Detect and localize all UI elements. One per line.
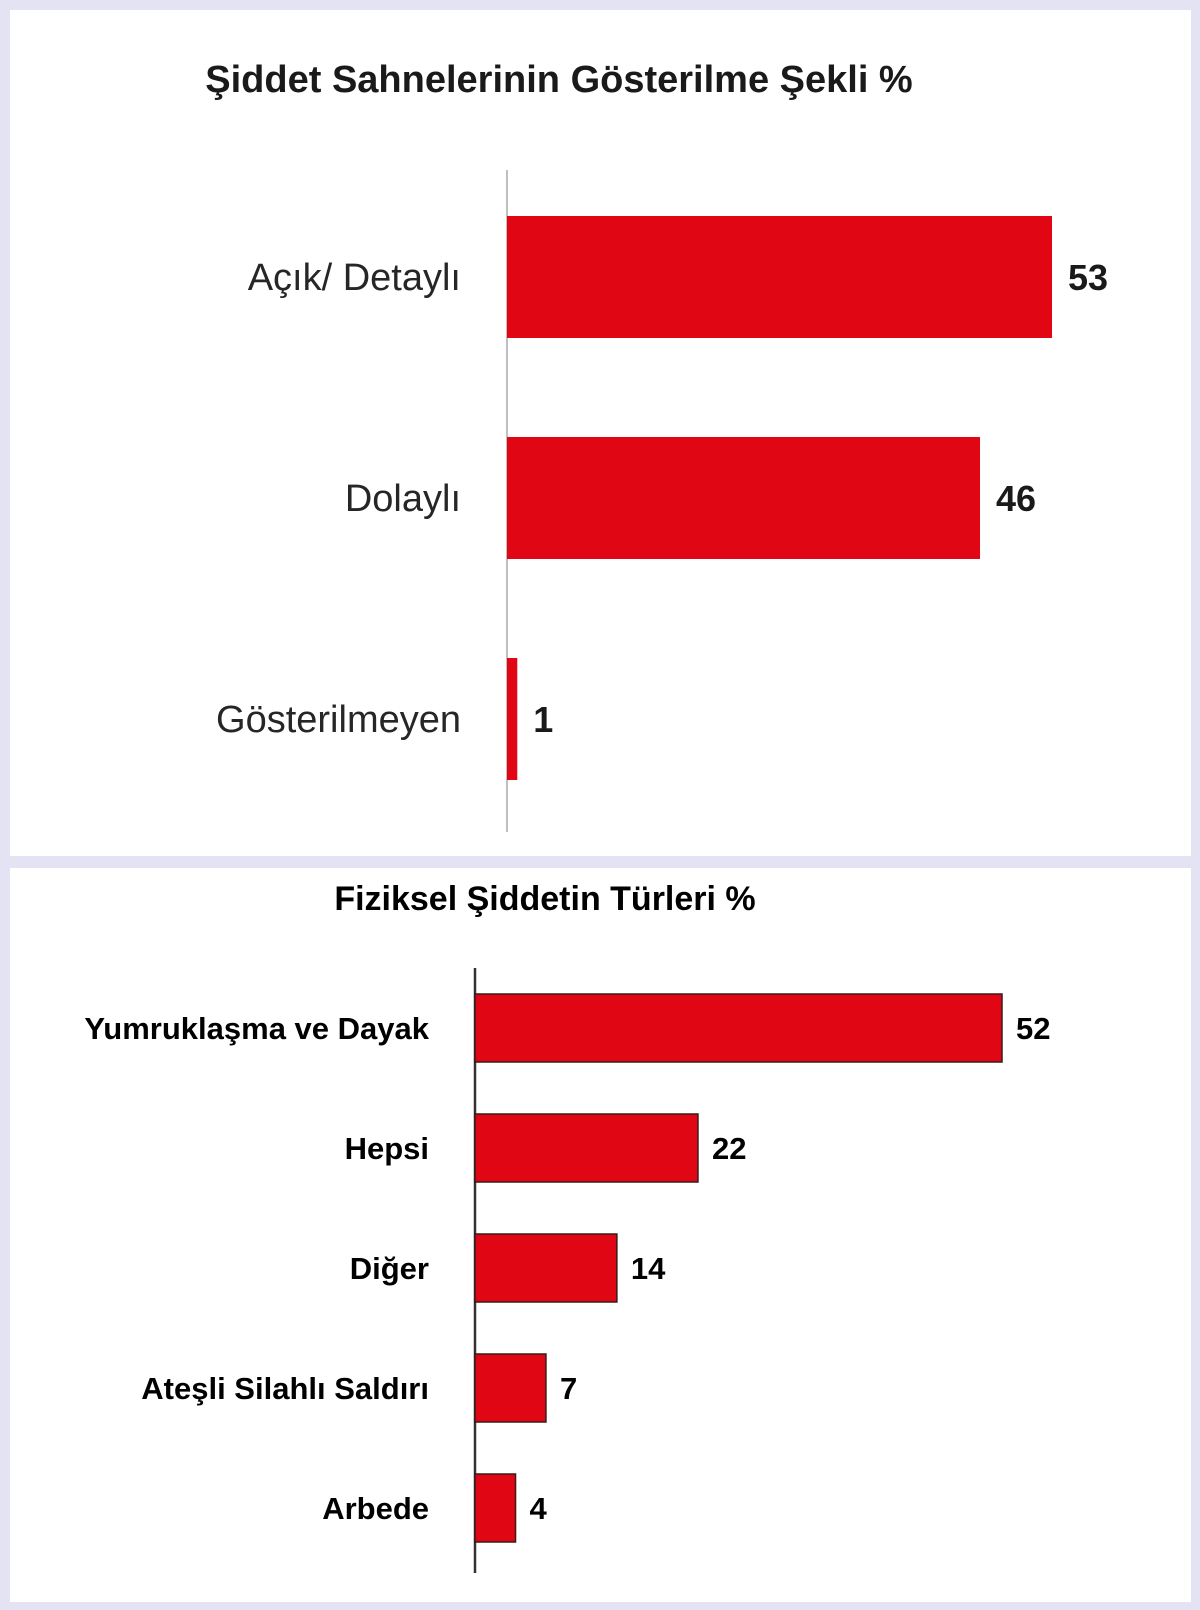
category-label: Arbede [322,1491,429,1526]
bar [474,993,1003,1063]
category-label: Diğer [350,1251,429,1286]
bar [507,437,981,559]
chart-panel-display-modes: Şiddet Sahnelerinin Gösterilme Şekli % A… [10,10,1191,856]
bar [507,216,1052,338]
category-label: Açık/ Detaylı [248,257,461,299]
chart-title: Fiziksel Şiddetin Türleri % [334,880,755,918]
data-label: 22 [712,1131,746,1166]
chart-physical-violence-types: Fiziksel Şiddetin Türleri % Yumruklaşma … [84,880,1050,1573]
category-label: Gösterilmeyen [216,699,461,741]
category-label: Dolaylı [345,478,461,520]
bar [474,1473,517,1543]
data-label: 14 [631,1251,666,1286]
data-label: 53 [1068,257,1108,298]
bar [474,1353,547,1423]
chart-panel-physical-violence: Fiziksel Şiddetin Türleri % Yumruklaşma … [10,868,1191,1602]
bar [474,1113,699,1183]
data-label: 1 [533,699,553,740]
data-label: 46 [996,478,1036,519]
chart-display-modes: Şiddet Sahnelerinin Gösterilme Şekli % A… [205,59,1108,832]
category-label: Ateşli Silahlı Saldırı [141,1371,429,1406]
data-label: 52 [1016,1011,1050,1046]
bar [507,658,518,780]
bar [474,1233,618,1303]
category-label: Hepsi [345,1131,429,1166]
data-label: 4 [530,1491,548,1526]
data-label: 7 [560,1371,577,1406]
chart-title: Şiddet Sahnelerinin Gösterilme Şekli % [205,59,912,101]
category-label: Yumruklaşma ve Dayak [84,1011,429,1046]
